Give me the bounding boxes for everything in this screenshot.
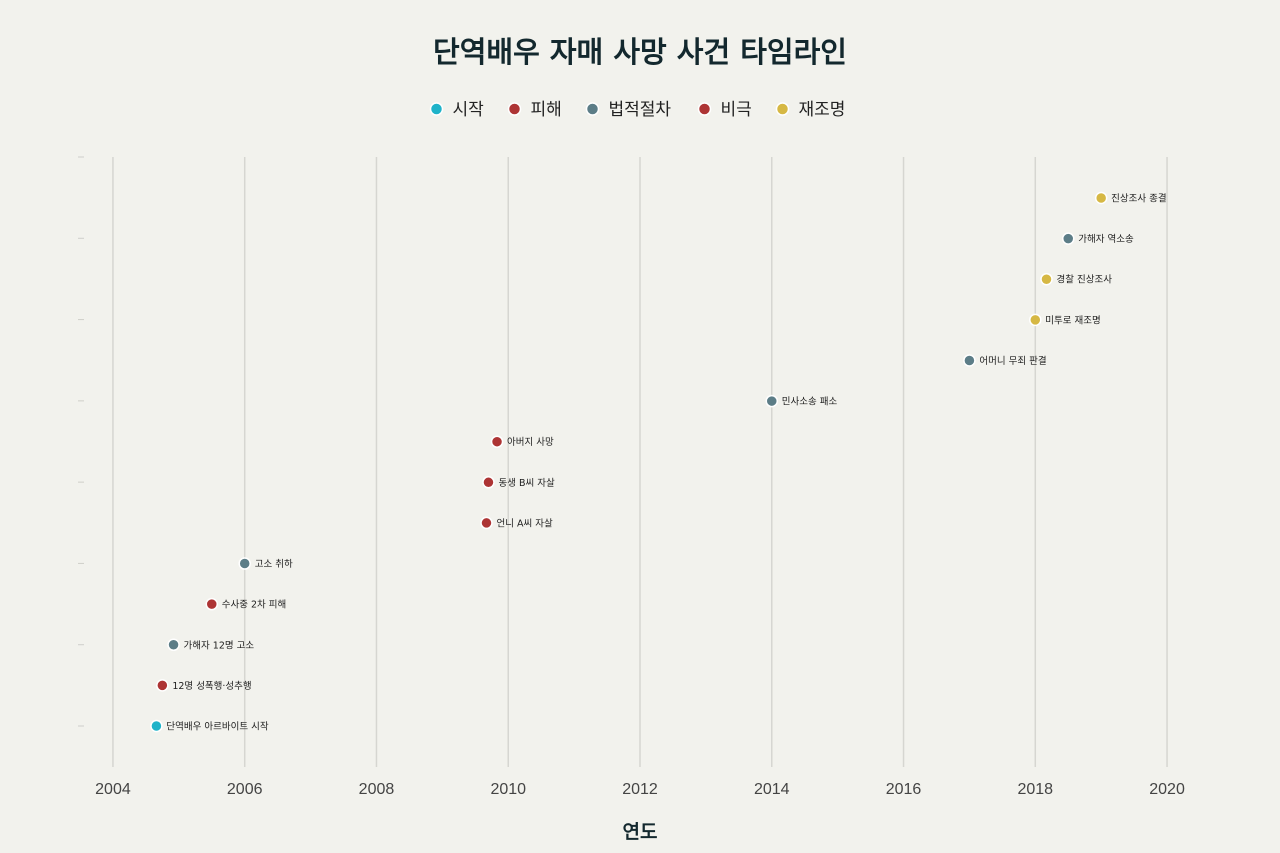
legend-marker [585,102,600,116]
legend: 시작 피해 법적절차 비극 재조명 [429,100,846,120]
event-label: 언니 A씨 자살 [496,517,552,529]
legend-label: 비극 [721,100,752,120]
x-tick-label: 2018 [1017,781,1053,798]
event-label: 민사소송 패소 [782,397,838,408]
x-axis-label: 연도 [623,821,658,843]
event-label: 가해자 12명 고소 [184,639,255,651]
legend-label: 법적절차 [609,100,672,120]
legend-label: 시작 [453,100,485,120]
event-point[interactable] [205,597,219,611]
legend-marker [507,102,522,116]
event-label: 경찰 진상조사 [1056,274,1112,286]
event-point[interactable] [963,354,976,367]
x-tick-label: 2004 [95,781,131,798]
x-tick-label: 2010 [490,781,526,798]
event-label: 수사중 2차 피해 [222,599,287,611]
x-tick-label: 2014 [754,781,790,798]
event-point[interactable] [765,394,779,408]
event-point[interactable] [490,435,504,448]
event-label: 12명 성폭행·성추행 [172,680,251,692]
legend-label: 재조명 [799,100,846,120]
event-point[interactable] [238,557,251,570]
legend-marker [775,102,790,116]
legend-marker [429,102,444,116]
event-label: 어머니 무죄 판결 [979,356,1046,367]
event-point[interactable] [1061,232,1075,245]
x-tick-label: 2006 [227,781,263,798]
x-tick-label: 2008 [359,781,395,798]
event-label: 가해자 역소송 [1078,233,1134,245]
event-label: 아버지 사망 [507,437,554,448]
event-point[interactable] [1029,313,1042,327]
x-tick-label: 2016 [886,781,922,798]
event-label: 고소 취하 [255,558,293,570]
event-label: 동생 B씨 자살 [498,478,555,489]
x-tick-label: 2020 [1149,781,1185,798]
event-label: 미투로 재조명 [1045,315,1100,326]
event-point[interactable] [1040,272,1053,286]
event-label: 단역배우 아르바이트 시작 [166,722,268,733]
x-tick-label: 2012 [622,781,658,798]
event-point[interactable] [156,679,169,692]
event-point[interactable] [167,638,180,652]
plot-area: 2004 2006 2008 2010 2012 2014 2016 2018 2020 단역배우… [78,156,1185,798]
legend-marker [697,102,712,116]
event-label: 진상조사 종결 [1111,194,1166,205]
event-point[interactable] [480,516,493,530]
chart-title: 단역배우 자매 사망 사건 타임라인 [433,35,847,69]
event-point[interactable] [482,476,495,489]
event-point[interactable] [1094,191,1108,205]
legend-label: 피해 [531,100,562,120]
event-point[interactable] [150,719,163,733]
